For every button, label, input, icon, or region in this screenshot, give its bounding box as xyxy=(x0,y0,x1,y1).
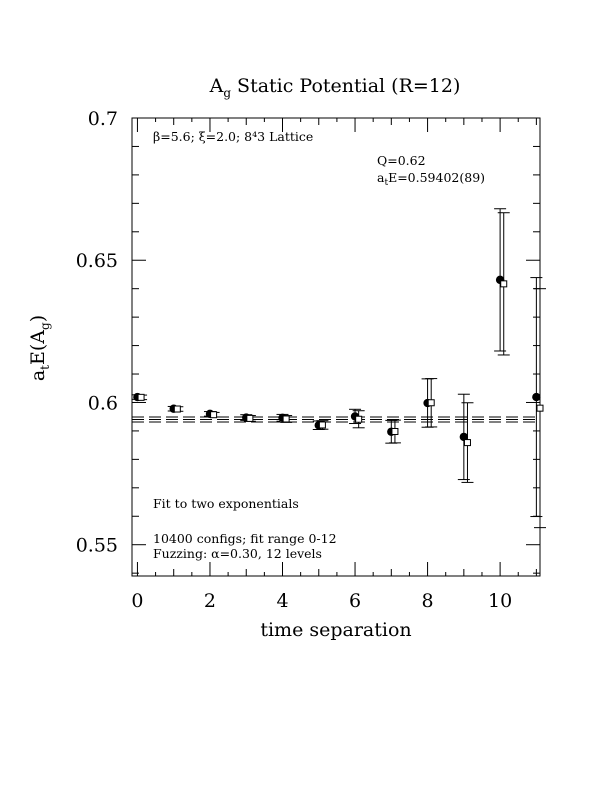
configs-annotation: 10400 configs; fit range 0-12 xyxy=(153,531,337,546)
data-point-square xyxy=(210,411,218,419)
x-tick-label: 4 xyxy=(276,590,288,612)
fit-band xyxy=(132,416,540,423)
x-tick-label: 6 xyxy=(349,590,361,612)
data-point-square xyxy=(536,404,544,412)
chart-title: Ag Static Potential (R=12) xyxy=(209,75,461,100)
fit-annotation: Fit to two exponentials xyxy=(153,496,299,511)
y-tick-label: 0.6 xyxy=(88,392,118,414)
data-point-square xyxy=(355,415,363,423)
x-tick-label: 8 xyxy=(422,590,434,612)
data-point-square xyxy=(391,427,399,435)
y-tick-label: 0.55 xyxy=(76,535,118,557)
data-point-circle xyxy=(459,432,469,442)
x-axis-label: time separation xyxy=(260,619,411,641)
data-point-square xyxy=(463,439,471,447)
data-point-circle xyxy=(532,392,541,402)
data-point-square xyxy=(137,393,145,401)
y-tick-label: 0.7 xyxy=(88,108,118,130)
data-points xyxy=(131,208,546,529)
fuzzing-annotation: Fuzzing: α=0.30, 12 levels xyxy=(153,546,322,561)
lattice-annotation: β=5.6; ξ=2.0; 8⁴3 Lattice xyxy=(153,129,313,144)
q-value-annotation: Q=0.62 xyxy=(377,153,426,168)
axis-ticks xyxy=(132,117,540,576)
data-point-square xyxy=(427,399,435,407)
y-axis-label: atE(Ag) xyxy=(27,315,52,381)
axis-tick-labels: 0 2 4 6 8 10 0.55 0.6 0.65 0.7 xyxy=(76,108,513,612)
data-point-square xyxy=(173,405,181,413)
data-point-square xyxy=(318,421,326,429)
x-tick-label: 2 xyxy=(204,590,216,612)
energy-annotation: atE=0.59402(89) xyxy=(377,170,485,188)
x-tick-label: 10 xyxy=(488,590,512,612)
data-point-square xyxy=(500,280,508,288)
x-tick-label: 0 xyxy=(131,590,143,612)
data-point-square xyxy=(246,414,254,422)
y-tick-label: 0.65 xyxy=(76,250,118,272)
data-point-square xyxy=(282,415,290,423)
